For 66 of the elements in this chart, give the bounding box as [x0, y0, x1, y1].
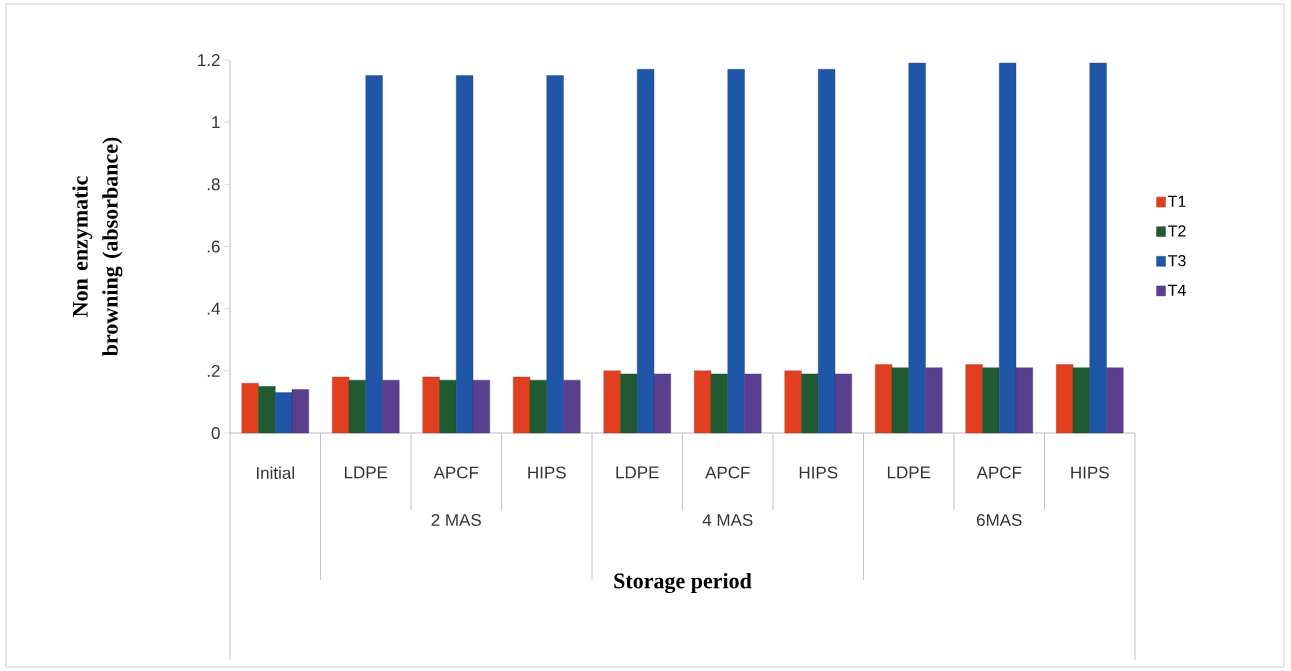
text: 4 MAS: [702, 513, 753, 527]
x-axis-title: Storage period: [614, 572, 752, 594]
legend-label: T3: [1168, 254, 1186, 267]
bar: [332, 376, 350, 434]
legend-label: T1: [1168, 195, 1186, 207]
bar: [422, 376, 440, 434]
bar: [1056, 364, 1074, 434]
bar: [275, 392, 293, 434]
x-tick-label: HIPS: [799, 466, 838, 479]
bar: [710, 373, 728, 434]
bar: [620, 373, 638, 434]
y-tick-label: 1: [212, 116, 220, 129]
bar: [456, 75, 474, 434]
y-tick-label: 0: [211, 426, 220, 440]
bar: [348, 379, 366, 434]
bar: [258, 386, 276, 434]
bar: [801, 373, 819, 434]
bar: [1072, 367, 1090, 434]
y-tick-label: .2: [207, 364, 220, 377]
bar: [529, 379, 547, 434]
bar: [982, 367, 1000, 434]
y-tick-label: .8: [207, 178, 220, 191]
y-tick-label: .4: [207, 302, 220, 315]
bar: [637, 69, 655, 434]
bar: [744, 373, 762, 434]
x-tick-label: LDPE: [344, 466, 388, 479]
bar: [241, 383, 259, 434]
bar: [291, 389, 309, 434]
bar: [382, 379, 400, 434]
legend-label: T2: [1168, 225, 1186, 237]
x-tick-label: HIPS: [528, 466, 566, 479]
bar: [563, 379, 581, 434]
bar: [818, 69, 836, 434]
text: 6MAS: [976, 513, 1022, 527]
x-tick-label: LDPE: [887, 466, 931, 479]
legend-label: T4: [1168, 284, 1186, 296]
bar: [784, 370, 802, 434]
bar: [653, 373, 671, 434]
bar: [925, 367, 943, 434]
bar: [546, 75, 564, 434]
x-tick-label: APCF: [705, 466, 750, 479]
bar: [891, 367, 909, 434]
x-tick-label: HIPS: [1071, 466, 1109, 479]
x-tick-label: LDPE: [616, 466, 659, 479]
bar: [875, 364, 893, 434]
bar: [439, 379, 457, 434]
bar: [365, 75, 383, 434]
bar: [472, 379, 490, 434]
x-tick-label: APCF: [976, 466, 1022, 479]
bar: [999, 62, 1017, 434]
bar: [727, 69, 745, 434]
bar: [694, 370, 712, 434]
y-tick-label: .6: [207, 240, 220, 253]
bar: [908, 62, 926, 434]
y-tick-label: 1.2: [198, 54, 220, 66]
x-tick-label: Initial: [256, 466, 294, 480]
bar: [834, 373, 852, 434]
bar: [1015, 367, 1033, 434]
bar: [965, 364, 983, 434]
bar: [603, 370, 621, 434]
x-tick-label: APCF: [433, 466, 479, 479]
y-axis-title: Non enzymatic browning (absorbance): [72, 137, 123, 357]
bar: [513, 376, 531, 434]
bar: [1089, 62, 1107, 434]
text: 2 MAS: [431, 513, 481, 527]
bar: [1106, 367, 1124, 434]
